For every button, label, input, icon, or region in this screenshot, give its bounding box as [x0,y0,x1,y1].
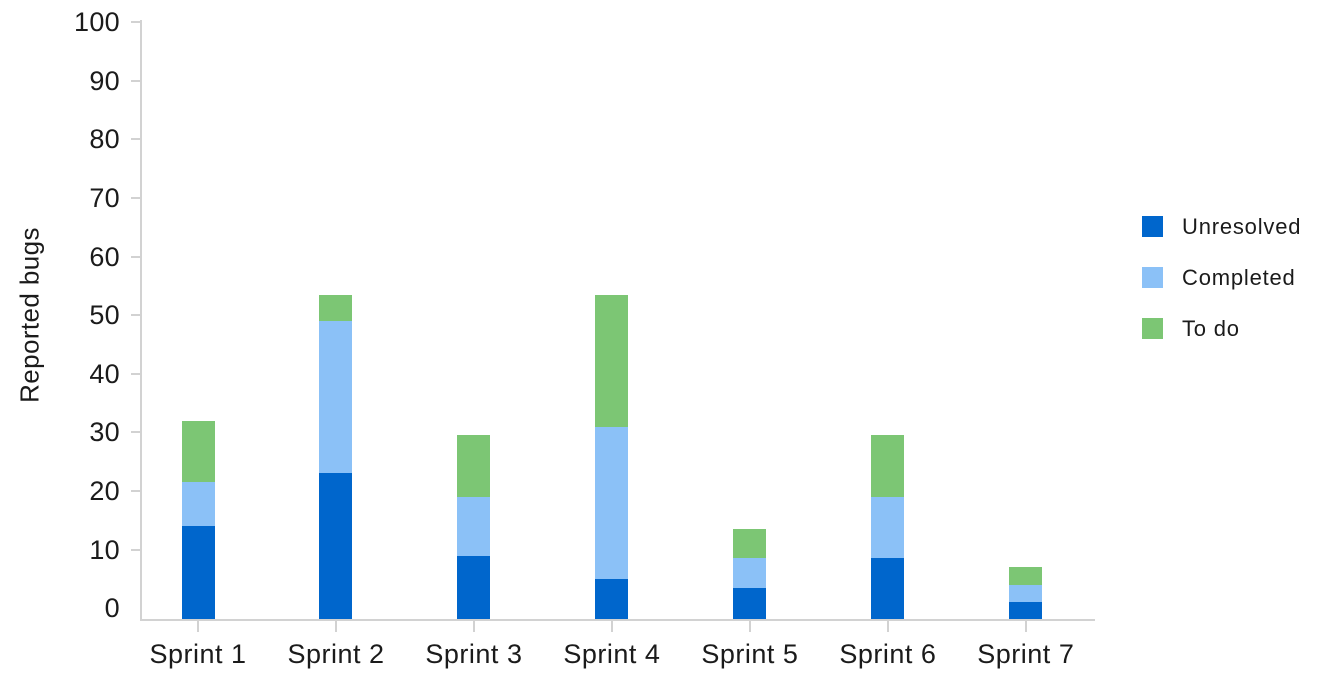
y-tick-label: 10 [89,534,120,565]
x-axis-tick [472,621,475,632]
y-axis-tick [131,490,141,493]
x-axis-tick [334,621,337,632]
x-tick-label: Sprint 7 [977,639,1075,669]
bar-segment-to-do [1009,567,1043,585]
bar-segment-unresolved [181,526,215,619]
legend-label: To do [1182,316,1240,341]
bar-segment-to-do [733,529,767,559]
y-tick-label: 90 [89,65,120,96]
x-axis-tick [610,621,613,632]
x-axis-tick [748,621,751,632]
legend-label: Completed [1182,265,1296,290]
bar-segment-completed [595,426,629,579]
legend-label: Unresolved [1182,214,1302,239]
bar-segment-completed [457,496,491,556]
x-axis-tick [1024,621,1027,632]
bar-segment-to-do [319,294,353,321]
x-tick-label: Sprint 6 [839,639,937,669]
y-axis-line [140,20,142,620]
legend-swatch-to-do [1142,318,1163,339]
y-tick-label: 50 [89,300,120,331]
bar-segment-completed [1009,584,1043,603]
y-axis-tick [131,196,141,199]
x-axis-tick [886,621,889,632]
bar-segment-completed [733,558,767,588]
y-axis-tick [131,314,141,317]
x-tick-label: Sprint 5 [701,639,799,669]
bar-segment-unresolved [457,555,491,619]
y-axis-tick [131,372,141,375]
bar-segment-unresolved [1009,602,1043,619]
x-tick-label: Sprint 4 [563,639,661,669]
y-axis-tick [131,21,141,23]
bar-segment-completed [871,496,905,559]
x-tick-label: Sprint 2 [287,639,385,669]
bar-segment-unresolved [595,578,629,619]
bar-segment-unresolved [319,473,353,619]
y-axis-tick [131,548,141,551]
bar-segment-completed [319,321,353,474]
y-axis-tick [131,255,141,258]
y-tick-label: 100 [74,7,120,37]
y-axis-title: Reported bugs [14,227,45,403]
y-tick-label: 20 [89,476,120,507]
bar-segment-completed [181,482,215,527]
bar-segment-to-do [181,420,215,483]
legend-swatch-completed [1142,267,1163,288]
y-axis-tick [131,138,141,141]
y-tick-label: 60 [89,241,120,272]
y-tick-label: 70 [89,182,120,213]
y-tick-label: 40 [89,358,120,389]
y-axis-tick [131,79,141,82]
y-axis-tick [131,431,141,434]
x-tick-label: Sprint 3 [425,639,523,669]
x-tick-label: Sprint 1 [149,639,247,669]
bar-segment-unresolved [871,558,905,619]
bar-segment-to-do [457,435,491,497]
bar-segment-unresolved [733,587,767,619]
legend-swatch-unresolved [1142,216,1163,237]
bar-segment-to-do [871,435,905,497]
y-tick-label: 0 [104,593,120,624]
y-tick-label: 80 [89,124,120,155]
x-axis-line [140,619,1095,621]
y-tick-label: 30 [89,417,120,448]
bar-segment-to-do [595,294,629,427]
x-axis-tick [197,621,199,632]
